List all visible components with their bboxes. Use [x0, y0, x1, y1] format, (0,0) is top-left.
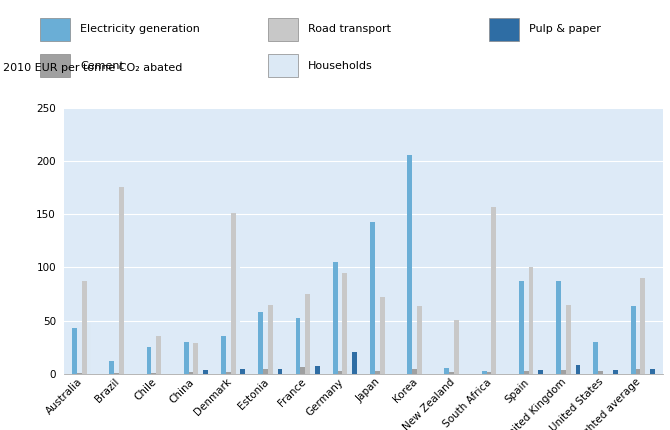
Bar — [556, 281, 561, 374]
Bar — [273, 363, 277, 374]
Bar — [310, 366, 315, 374]
Bar — [109, 361, 114, 374]
Bar — [407, 156, 412, 374]
Bar — [72, 328, 77, 374]
Bar — [268, 305, 273, 374]
Text: Cement: Cement — [80, 61, 124, 71]
Bar — [444, 368, 450, 374]
Bar — [486, 372, 491, 374]
Bar — [519, 281, 524, 374]
Bar — [315, 366, 320, 374]
Bar — [482, 371, 486, 374]
Bar — [641, 278, 645, 374]
Bar — [650, 369, 655, 374]
Bar — [189, 372, 194, 374]
Text: Road transport: Road transport — [308, 24, 391, 34]
Bar — [594, 342, 598, 374]
Bar — [636, 369, 641, 374]
FancyBboxPatch shape — [268, 54, 298, 77]
Bar — [300, 367, 306, 374]
Bar — [77, 373, 82, 374]
Bar — [338, 371, 342, 374]
FancyBboxPatch shape — [40, 18, 70, 41]
Bar — [598, 371, 603, 374]
Bar — [630, 306, 636, 374]
Bar — [114, 373, 119, 374]
Bar — [203, 370, 208, 374]
Bar — [417, 306, 421, 374]
Bar — [306, 294, 310, 374]
Bar — [147, 347, 151, 374]
Bar — [82, 281, 86, 374]
Bar — [524, 371, 529, 374]
Bar — [370, 221, 375, 374]
Bar — [412, 369, 417, 374]
Bar — [226, 372, 230, 374]
FancyBboxPatch shape — [489, 18, 519, 41]
Bar — [342, 273, 347, 374]
Bar — [230, 213, 236, 374]
Bar — [241, 369, 245, 374]
Bar — [566, 305, 571, 374]
Bar — [263, 369, 268, 374]
Bar — [454, 320, 459, 374]
Bar — [450, 372, 454, 374]
Bar — [538, 370, 543, 374]
Bar — [221, 336, 226, 374]
Bar — [258, 312, 263, 374]
Text: Households: Households — [308, 61, 373, 71]
Bar — [236, 260, 241, 374]
Bar — [375, 371, 380, 374]
Bar — [119, 187, 124, 374]
Bar — [156, 336, 161, 374]
Bar — [561, 370, 566, 374]
Bar — [529, 267, 533, 374]
Bar — [352, 352, 357, 374]
Bar — [491, 207, 496, 374]
Bar — [194, 343, 198, 374]
Bar — [151, 373, 156, 374]
Bar — [86, 323, 91, 374]
Text: Pulp & paper: Pulp & paper — [529, 24, 601, 34]
Bar — [184, 342, 189, 374]
Bar — [347, 366, 352, 374]
Bar — [613, 370, 618, 374]
Text: Electricity generation: Electricity generation — [80, 24, 200, 34]
Bar — [277, 369, 283, 374]
Text: 2010 EUR per tonne CO₂ abated: 2010 EUR per tonne CO₂ abated — [3, 63, 183, 73]
FancyBboxPatch shape — [268, 18, 298, 41]
Bar — [295, 318, 300, 374]
FancyBboxPatch shape — [40, 54, 70, 77]
Bar — [576, 365, 580, 374]
Bar — [333, 262, 338, 374]
Bar — [380, 297, 385, 374]
